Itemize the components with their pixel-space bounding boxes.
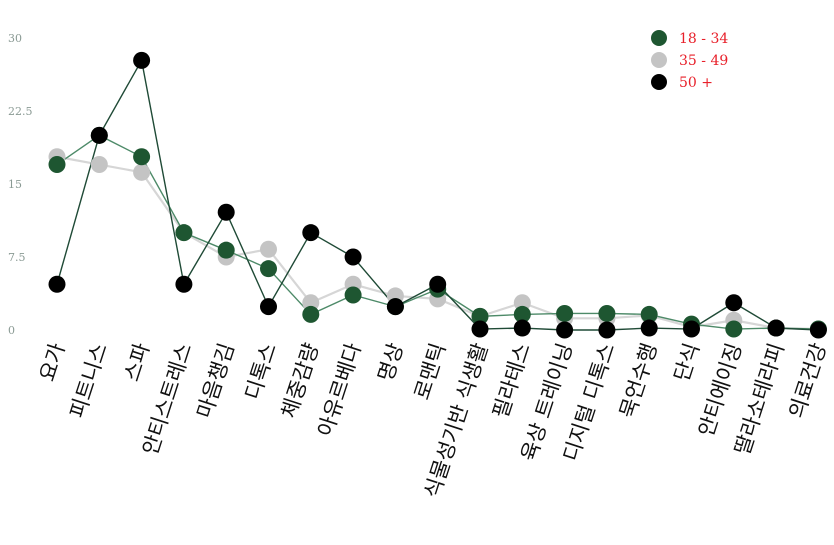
legend-label: 18 - 34 [679,31,728,47]
data-point [133,51,151,69]
data-point [302,224,320,242]
y-tick-label: 0 [8,324,15,337]
data-point [90,156,108,174]
x-tick-label: 스파 [120,340,155,384]
x-tick-label: 피트니스 [65,340,112,421]
data-point [429,275,447,293]
data-point [217,203,235,221]
data-point [48,275,66,293]
y-tick-label: 30 [8,32,22,45]
data-point [725,320,743,338]
data-point [344,248,362,266]
legend-marker [651,52,667,68]
data-point [217,241,235,259]
legend-marker [651,74,667,90]
legend-label: 50 + [679,75,713,91]
data-point [598,321,616,339]
data-point [302,294,320,312]
data-point [513,319,531,337]
data-point [471,320,489,338]
x-tick-label: 로맨틱 [410,340,451,403]
x-tick-label: 필라테스 [488,340,535,421]
legend: 18 - 34 35 - 49 50 + [651,30,728,91]
data-point [809,321,827,339]
data-point [725,294,743,312]
y-tick-label: 7.5 [8,251,26,264]
data-point [133,148,151,166]
data-point [260,240,277,258]
data-point [556,304,574,322]
x-tick-label: 요가 [35,340,70,384]
x-tick-label: 의료건강 [784,340,831,421]
data-point [513,305,531,323]
data-point [133,163,151,181]
data-point [556,321,574,339]
data-point [471,307,489,325]
y-tick-label: 22.5 [8,105,33,118]
data-point [640,305,658,323]
legend-label: 35 - 49 [679,53,728,69]
legend-marker [651,30,667,46]
x-tick-label: 마음챙김 [192,340,239,421]
data-point [344,286,362,304]
data-point [683,320,700,338]
y-tick-label: 15 [8,178,22,191]
x-tick-label: 단식 [669,340,704,384]
x-tick-label: 체중감량 [277,340,324,421]
x-tick-label: 명상 [373,340,408,384]
data-point [767,319,785,337]
data-point [302,305,320,323]
x-tick-label: 묵언수행 [615,340,662,421]
data-points [48,51,827,339]
data-point [90,126,108,144]
data-point [386,298,404,316]
data-point [175,275,193,293]
data-point [175,224,193,242]
y-axis: 0 7.5 15 22.5 30 [8,32,33,337]
data-point [260,260,277,278]
data-point [260,298,277,316]
x-tick-label: 디톡스 [241,340,282,403]
data-point [513,294,531,312]
data-point [48,156,66,174]
data-point [598,304,616,322]
data-point [640,319,658,337]
